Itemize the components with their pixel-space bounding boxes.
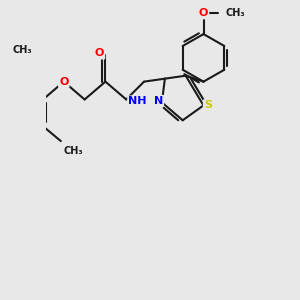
Text: CH₃: CH₃ — [12, 45, 32, 55]
Text: O: O — [95, 48, 104, 59]
Text: CH₃: CH₃ — [64, 146, 83, 155]
Text: O: O — [199, 8, 208, 18]
Text: CH₃: CH₃ — [226, 8, 245, 18]
Text: NH: NH — [128, 96, 146, 106]
Text: S: S — [204, 100, 212, 110]
Text: O: O — [59, 76, 68, 87]
Text: N: N — [154, 96, 163, 106]
